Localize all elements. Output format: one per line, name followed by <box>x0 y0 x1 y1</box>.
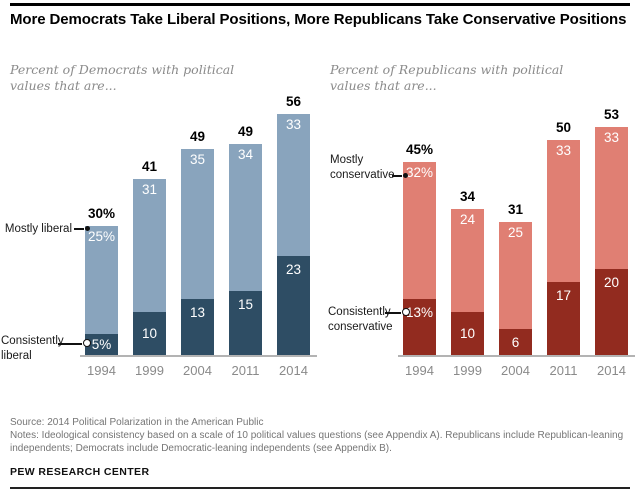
segment-value-label: 32% <box>405 164 434 180</box>
bar-segment-consistently-liberal: 23 <box>277 256 310 355</box>
bar-segment-mostly-liberal: 25% <box>85 226 118 334</box>
bar-segment-consistently-conservative: 17 <box>547 281 580 355</box>
segment-value-label: 10 <box>459 326 476 341</box>
bar-total-label: 56 <box>285 94 302 110</box>
segment-value-label: 23 <box>285 262 302 278</box>
annotation-consistently-liberal: Consistently liberal <box>1 335 64 362</box>
segment-value-label: 25 <box>507 224 524 240</box>
bar-segment-consistently-liberal: 13 <box>181 299 214 355</box>
segment-value-label: 24 <box>459 211 476 227</box>
pointer-line <box>392 175 402 177</box>
segment-value-label: 17 <box>555 287 572 303</box>
bar-segment-mostly-liberal: 31 <box>133 178 166 312</box>
bar-segment-consistently-conservative: 10 <box>451 312 484 355</box>
x-axis-tick-label: 2014 <box>597 363 626 378</box>
segment-value-label: 33 <box>555 143 572 159</box>
bar-segment-mostly-conservative: 24 <box>451 208 484 312</box>
segment-value-label: 33 <box>603 130 620 146</box>
x-axis-tick-label: 2014 <box>279 363 308 378</box>
segment-value-label: 25% <box>87 229 116 244</box>
bar-segment-consistently-conservative: 6 <box>499 329 532 355</box>
pointer-dot <box>85 226 90 231</box>
x-axis-tick-label: 1994 <box>405 363 434 378</box>
x-axis-tick-label: 1999 <box>135 363 164 378</box>
segment-value-label: 33 <box>285 117 302 133</box>
x-axis-tick-label: 1994 <box>87 363 116 378</box>
bar-segment-consistently-conservative: 20 <box>595 269 628 355</box>
segment-value-label: 13 <box>189 305 206 321</box>
pointer-dot <box>83 339 91 347</box>
bar-segment-mostly-liberal: 34 <box>229 144 262 291</box>
brand-label: PEW RESEARCH CENTER <box>10 466 150 478</box>
bar-total-label: 45% <box>405 141 434 157</box>
bar-total-label: 41 <box>141 158 158 174</box>
subtitle-republicans: Percent of Republicans with political va… <box>330 62 564 93</box>
segment-value-label: 6 <box>511 334 520 350</box>
bar-total-label: 34 <box>459 188 476 204</box>
segment-value-label: 15 <box>237 296 254 312</box>
segment-value-label: 5% <box>91 336 112 352</box>
bar-segment-mostly-liberal: 35 <box>181 148 214 300</box>
plot-democrats: 25% 5% 30% 1994 31 10 41 1999 35 13 49 2004 34 15 49 20… <box>80 94 317 378</box>
pointer-dot <box>403 173 408 178</box>
bar-segment-mostly-conservative: 32% <box>403 161 436 300</box>
pointer-line <box>58 343 82 345</box>
segment-value-label: 20 <box>603 275 620 290</box>
segment-value-label: 13% <box>405 305 434 321</box>
x-axis-tick-label: 2004 <box>501 363 530 378</box>
bar-total-label: 50 <box>555 120 572 135</box>
x-axis-line <box>398 355 635 357</box>
bottom-rule <box>10 487 630 489</box>
pointer-line <box>74 228 84 230</box>
plot-republicans: 32% 13% 45% 1994 24 10 34 1999 25 6 31 2004 33 17 50 20… <box>398 107 635 378</box>
bar-segment-mostly-conservative: 33 <box>595 127 628 269</box>
bar-total-label: 49 <box>237 124 254 140</box>
annotation-consistently-conservative: Consistently conservative <box>328 306 393 333</box>
annotation-mostly-conservative: Mostly conservative <box>330 154 395 181</box>
bar-total-label: 49 <box>189 128 206 144</box>
bar-segment-consistently-liberal: 15 <box>229 290 262 355</box>
bar-segment-mostly-conservative: 33 <box>547 140 580 282</box>
bar-total-label: 30% <box>87 206 116 221</box>
bar-total-label: 31 <box>507 201 524 217</box>
bar-segment-consistently-liberal: 5% <box>85 333 118 355</box>
x-axis-line <box>80 355 317 357</box>
bar-segment-consistently-liberal: 10 <box>133 312 166 355</box>
x-axis-tick-label: 1999 <box>453 363 482 378</box>
x-axis-tick-label: 2011 <box>231 363 260 378</box>
methodology-note: Notes: Ideological consistency based on … <box>10 430 624 454</box>
subtitle-democrats: Percent of Democrats with political valu… <box>10 62 235 93</box>
page-title: More Democrats Take Liberal Positions, M… <box>10 11 627 28</box>
segment-value-label: 31 <box>141 181 158 197</box>
x-axis-tick-label: 2011 <box>549 363 578 378</box>
pointer-dot <box>402 308 410 316</box>
source-note: Source: 2014 Political Polarization in t… <box>10 417 264 428</box>
annotation-mostly-liberal: Mostly liberal <box>4 223 72 235</box>
top-rule <box>10 3 630 6</box>
segment-value-label: 34 <box>237 147 254 163</box>
bar-segment-mostly-conservative: 25 <box>499 221 532 330</box>
segment-value-label: 35 <box>189 151 206 167</box>
bar-segment-mostly-liberal: 33 <box>277 114 310 257</box>
x-axis-tick-label: 2004 <box>183 363 212 378</box>
segment-value-label: 10 <box>141 326 158 341</box>
bar-total-label: 53 <box>603 107 620 123</box>
pointer-line <box>385 312 401 314</box>
